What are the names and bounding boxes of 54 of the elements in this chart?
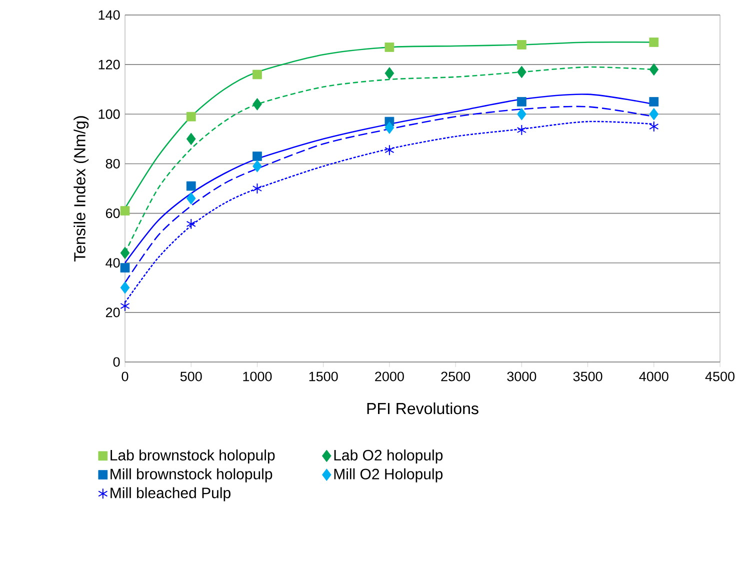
point: [252, 152, 262, 161]
point: [186, 218, 196, 230]
y-tick-label: 100: [98, 109, 120, 119]
x-tick-label: 4000: [639, 372, 668, 382]
y-tick-label: 0: [113, 357, 120, 367]
point: [384, 144, 394, 156]
legend-label: Lab brownstock holopulp: [110, 449, 275, 464]
x-tick-label: 1500: [309, 372, 338, 382]
x-tick-label: 2500: [441, 372, 470, 382]
point: [649, 63, 659, 76]
point: [120, 246, 130, 260]
point: [186, 132, 196, 146]
point: [649, 38, 659, 47]
point: [252, 183, 262, 194]
x-tick-label: 3000: [507, 372, 536, 382]
x-tick-label: 4500: [705, 372, 734, 382]
point: [186, 181, 196, 191]
x-tick-label: 2000: [375, 372, 404, 382]
point: [384, 42, 394, 52]
point: [120, 300, 130, 312]
point: [252, 98, 262, 110]
point: [649, 108, 659, 120]
y-tick-label: 140: [98, 10, 120, 20]
legend-label: Mill bleached Pulp: [110, 487, 230, 502]
point: [516, 108, 526, 120]
point: [120, 263, 130, 273]
point: [516, 97, 526, 106]
point: [516, 40, 526, 50]
point: [186, 112, 196, 122]
y-tick-label: 120: [98, 60, 120, 70]
x-tick-label: 1000: [243, 372, 272, 382]
y-tick-label: 40: [106, 258, 120, 268]
point: [252, 70, 262, 80]
x-tick-label: 0: [122, 372, 128, 382]
legend-label: Mill O2 Holopulp: [334, 468, 443, 482]
legend-label: Mill brownstock holopulp: [110, 468, 272, 482]
y-axis-title: Tensile Index (Nm/g): [74, 116, 89, 262]
x-tick-label: 500: [180, 372, 202, 382]
point: [516, 66, 526, 78]
y-tick-label: 20: [106, 308, 120, 318]
point: [384, 122, 394, 134]
point: [649, 97, 659, 106]
y-tick-label: 80: [106, 158, 120, 168]
x-axis-title: PFI Revolutions: [367, 402, 478, 414]
point: [516, 124, 526, 136]
point: [120, 206, 130, 216]
point: [252, 160, 262, 172]
x-tick-label: 3500: [573, 372, 602, 382]
point: [649, 121, 659, 132]
y-tick-label: 60: [106, 208, 120, 218]
point: [186, 192, 196, 205]
point: [120, 281, 130, 294]
point: [384, 67, 394, 80]
legend-label: Lab O2 holopulp: [334, 449, 443, 464]
